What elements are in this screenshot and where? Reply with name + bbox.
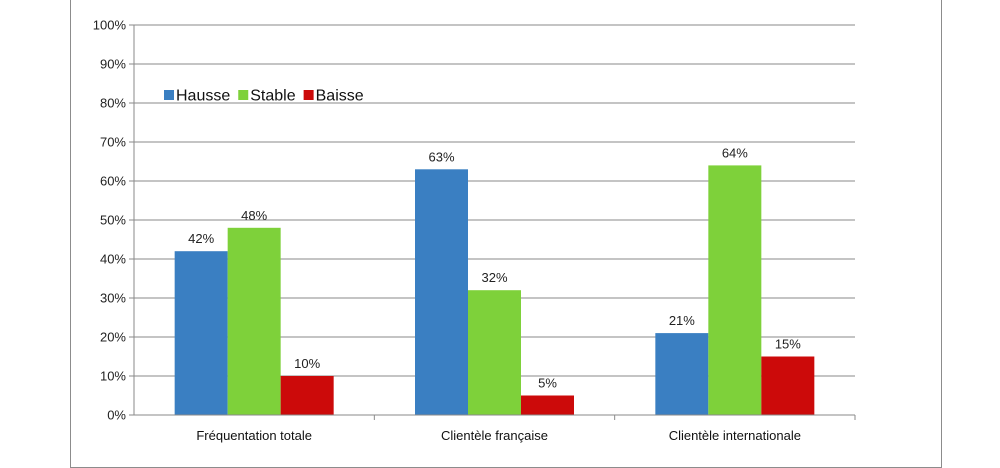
- legend: Hausse Stable Baisse: [164, 88, 364, 105]
- bar: [468, 290, 521, 415]
- x-axis: Fréquentation totale Clientèle française C…: [133, 25, 856, 443]
- y-tick-label: 70%: [100, 135, 126, 150]
- bar: [227, 227, 281, 415]
- bar: [280, 376, 334, 415]
- y-tick-label: 40%: [100, 252, 126, 267]
- y-tick-label: 0%: [107, 408, 126, 423]
- legend-swatch: [164, 90, 174, 100]
- legend-swatch: [303, 90, 314, 100]
- bar: [174, 251, 228, 415]
- legend-label: Baisse: [316, 88, 364, 105]
- data-label: 21%: [669, 313, 695, 328]
- y-tick-label: 50%: [100, 213, 126, 228]
- bar: [761, 356, 815, 415]
- data-label: 42%: [188, 231, 214, 246]
- data-label: 32%: [481, 270, 507, 285]
- y-tick-label: 10%: [100, 369, 126, 384]
- legend-label: Stable: [250, 88, 295, 105]
- bar: [521, 395, 574, 415]
- data-label: 15%: [775, 337, 801, 352]
- data-labels: 42% 48% 10% 63% 32% 5% 21% 64% 15%: [188, 145, 801, 390]
- legend-label: Hausse: [176, 88, 230, 105]
- data-label: 5%: [538, 376, 557, 391]
- y-axis-ticks: 0% 10% 20% 30% 40% 50% 60% 70% 80% 90% 100%: [93, 18, 134, 423]
- x-tick-label: Clientèle internationale: [669, 428, 801, 443]
- x-tick-label: Clientèle française: [441, 428, 548, 443]
- data-label: 64%: [722, 145, 748, 160]
- y-tick-label: 100%: [93, 18, 127, 33]
- legend-swatch: [238, 90, 249, 100]
- y-tick-label: 80%: [100, 96, 126, 111]
- data-label: 63%: [428, 149, 454, 164]
- bars: [174, 165, 815, 415]
- data-label: 48%: [241, 208, 267, 223]
- bar: [415, 169, 468, 415]
- bar: [655, 333, 709, 415]
- bar: [708, 165, 762, 415]
- y-tick-label: 60%: [100, 174, 126, 189]
- data-label: 10%: [294, 356, 320, 371]
- y-tick-label: 20%: [100, 330, 126, 345]
- y-tick-label: 90%: [100, 57, 126, 72]
- bar-chart: 0% 10% 20% 30% 40% 50% 60% 70% 80% 90% 100% 42% 48%…: [93, 18, 856, 443]
- x-tick-label: Fréquentation totale: [196, 428, 312, 443]
- y-tick-label: 30%: [100, 291, 126, 306]
